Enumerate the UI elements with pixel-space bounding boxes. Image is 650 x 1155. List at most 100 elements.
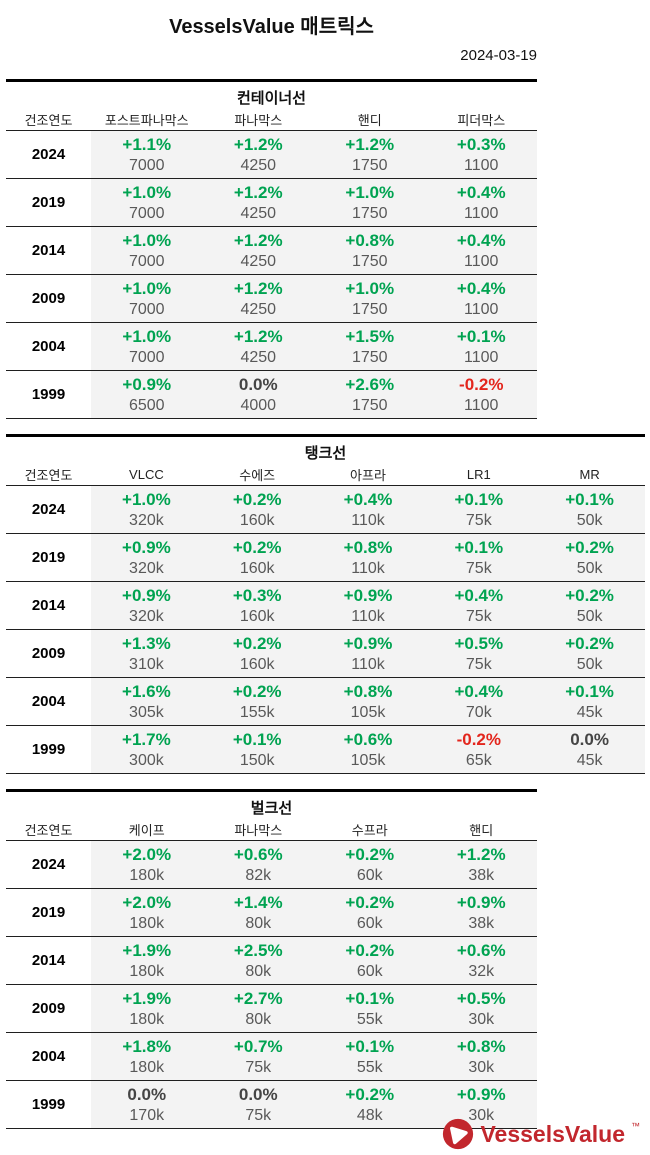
vessel-value: 4250 <box>240 252 277 270</box>
percent-change: +0.2% <box>565 633 614 653</box>
percent-change: +0.8% <box>456 1036 506 1056</box>
vessel-value: 160k <box>239 559 275 577</box>
data-cell: +0.9% 30k <box>425 1080 537 1128</box>
percent-change: +1.6% <box>122 681 171 701</box>
column-header: 포스트파나막스 <box>91 108 203 130</box>
data-cell: +1.0% 1750 <box>314 178 426 226</box>
percent-change: +0.2% <box>345 1084 395 1104</box>
vessel-value: 1750 <box>351 156 388 174</box>
percent-change: +0.5% <box>456 988 506 1008</box>
percent-change: +0.2% <box>565 585 614 605</box>
percent-change: +2.5% <box>233 940 283 960</box>
year-column-header: 건조연도 <box>6 818 91 840</box>
row-year: 2004 <box>6 1032 91 1080</box>
data-cell: +1.8% 180k <box>91 1032 203 1080</box>
vessel-value: 310k <box>129 655 164 673</box>
vessel-value: 45k <box>576 751 603 769</box>
vessel-value: 1100 <box>464 156 499 174</box>
table-container-ships: 컨테이너선 건조연도 포스트파나막스 파나막스 핸디 피더막스 2024 +1.1% 7000… <box>6 79 537 419</box>
vessel-value: 1100 <box>464 300 499 318</box>
vessel-value: 160k <box>239 655 275 673</box>
column-header: 파나막스 <box>202 108 314 130</box>
vessel-value: 7000 <box>128 204 165 222</box>
percent-change: +1.2% <box>233 326 283 346</box>
percent-change: +0.1% <box>454 537 504 557</box>
percent-change: +0.6% <box>456 940 506 960</box>
data-cell: +0.4% 1100 <box>425 274 537 322</box>
data-cell: +0.1% 45k <box>534 677 645 725</box>
vessel-value: 180k <box>129 1058 165 1076</box>
vessel-value: 320k <box>129 511 164 529</box>
percent-change: +0.9% <box>343 585 393 605</box>
data-cell: +1.5% 1750 <box>314 322 426 370</box>
data-cell: +0.4% 75k <box>423 581 535 629</box>
section-title-bulkers: 벌크선 <box>250 800 293 817</box>
data-cell: +0.2% 160k <box>201 533 313 581</box>
report-date: 2024-03-19 <box>460 47 537 64</box>
vessel-value: 6500 <box>128 396 165 414</box>
column-header: 파나막스 <box>202 818 314 840</box>
percent-change: +0.1% <box>345 988 395 1008</box>
data-cell: +0.3% 1100 <box>425 130 537 178</box>
percent-change: +2.7% <box>233 988 283 1008</box>
row-year: 1999 <box>6 1080 91 1128</box>
percent-change: +1.0% <box>122 326 172 346</box>
data-cell: +0.2% 60k <box>314 840 426 888</box>
vessel-value: 160k <box>239 607 275 625</box>
bulkers-grid: 건조연도 케이프 파나막스 수프라 핸디 2024 +2.0% 180k +0.6% 82k +0.… <box>6 818 537 1129</box>
data-cell: +1.2% 4250 <box>202 322 314 370</box>
column-header: 케이프 <box>91 818 203 840</box>
vessel-value: 60k <box>356 866 383 884</box>
row-year: 2024 <box>6 840 91 888</box>
vessel-value: 180k <box>129 866 165 884</box>
percent-change: +0.5% <box>454 633 504 653</box>
percent-change: +0.2% <box>232 681 282 701</box>
data-cell: +0.9% 110k <box>312 629 424 677</box>
row-year: 2004 <box>6 677 91 725</box>
percent-change: +0.6% <box>233 844 283 864</box>
data-cell: +2.6% 1750 <box>314 370 426 418</box>
vessel-value: 155k <box>239 703 275 721</box>
percent-change: +1.2% <box>233 134 283 154</box>
tankers-grid: 건조연도 VLCC 수에즈 아프라 LR1 MR 2024 +1.0% 320k +0.2% 160… <box>6 463 645 774</box>
percent-change: +2.6% <box>345 374 395 394</box>
vessel-value: 180k <box>129 1010 165 1028</box>
percent-change: 0.0% <box>238 374 278 394</box>
vessel-value: 65k <box>465 751 492 769</box>
vessel-value: 60k <box>356 914 383 932</box>
vessel-value: 50k <box>576 559 603 577</box>
vesselsvalue-logo-icon <box>443 1118 474 1150</box>
data-cell: +0.9% 320k <box>91 581 202 629</box>
data-cell: +0.3% 160k <box>201 581 313 629</box>
column-header: 수프라 <box>314 818 426 840</box>
percent-change: +0.8% <box>343 537 393 557</box>
data-cell: +1.2% 4250 <box>202 274 314 322</box>
vessel-value: 1100 <box>464 252 499 270</box>
percent-change: 0.0% <box>238 1084 278 1104</box>
vessel-value: 7000 <box>128 156 165 174</box>
data-cell: +1.0% 1750 <box>314 274 426 322</box>
row-year: 2024 <box>6 130 91 178</box>
vessel-value: 30k <box>468 1106 495 1124</box>
percent-change: +0.9% <box>456 892 506 912</box>
percent-change: +0.2% <box>345 940 395 960</box>
data-cell: +0.8% 30k <box>425 1032 537 1080</box>
data-cell: +0.8% 105k <box>312 677 424 725</box>
table-tankers: 탱크선 건조연도 VLCC 수에즈 아프라 LR1 MR 2024 +1.0% 320k +0.2… <box>6 434 645 774</box>
data-cell: +1.9% 180k <box>91 936 203 984</box>
row-year: 2004 <box>6 322 91 370</box>
percent-change: +1.2% <box>233 230 283 250</box>
data-cell: +0.4% 110k <box>312 485 424 533</box>
data-cell: +0.1% 55k <box>314 1032 426 1080</box>
vessel-value: 110k <box>351 607 385 625</box>
data-cell: -0.2% 1100 <box>425 370 537 418</box>
data-cell: +0.2% 50k <box>534 629 645 677</box>
data-cell: +1.3% 310k <box>91 629 202 677</box>
data-cell: +0.6% 105k <box>312 725 424 773</box>
data-cell: +0.1% 55k <box>314 984 426 1032</box>
row-year: 2009 <box>6 274 91 322</box>
percent-change: +0.4% <box>454 681 504 701</box>
column-header: 핸디 <box>425 818 537 840</box>
percent-change: +0.3% <box>232 585 282 605</box>
vessel-value: 48k <box>356 1106 383 1124</box>
